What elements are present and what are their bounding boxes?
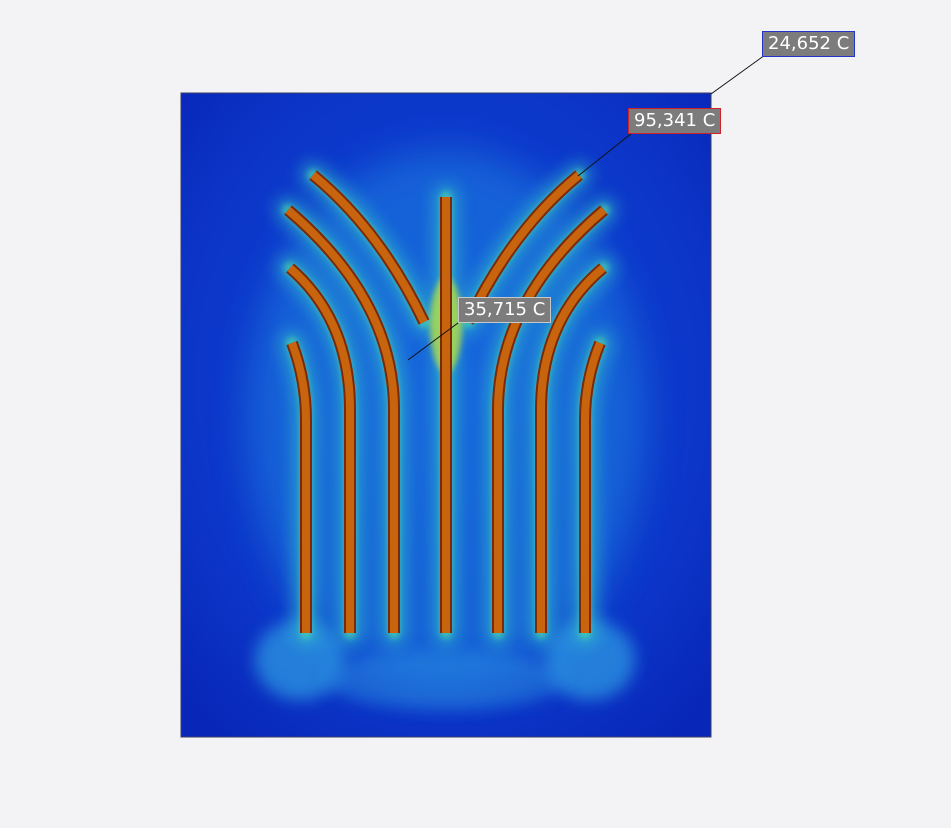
leader-mid: [407, 319, 463, 361]
leader-min: [710, 54, 766, 95]
probe-label-max-temperature[interactable]: 95,341 C: [628, 108, 722, 134]
leader-max: [577, 132, 633, 177]
probe-label-min-temperature[interactable]: 24,652 C: [762, 31, 856, 57]
probe-label-mid-temperature[interactable]: 35,715 C: [458, 297, 552, 323]
heatsink-fins: [284, 170, 608, 633]
probe-leaders: [407, 54, 766, 361]
